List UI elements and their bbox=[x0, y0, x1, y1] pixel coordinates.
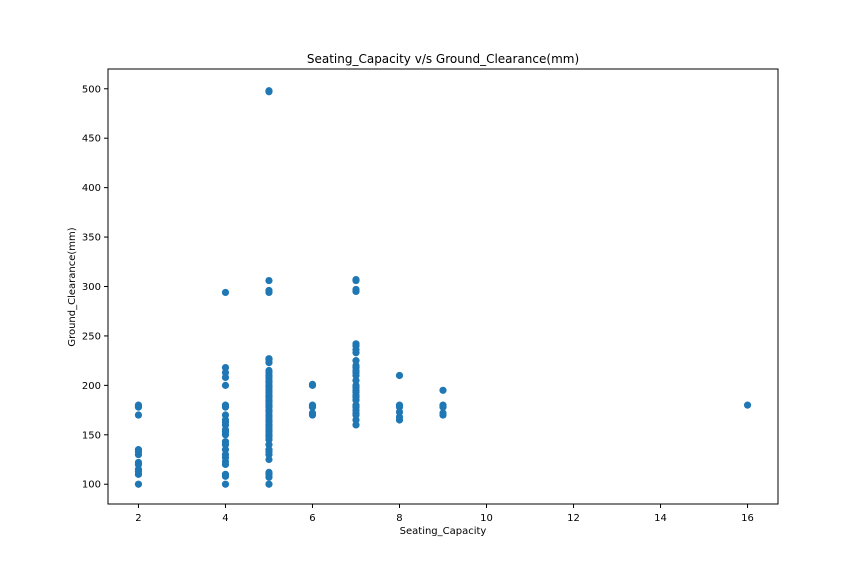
scatter-point bbox=[221, 470, 230, 478]
x-tick-label: 8 bbox=[396, 513, 402, 524]
scatter-point bbox=[439, 401, 447, 409]
scatter-point bbox=[221, 438, 230, 446]
scatter-point bbox=[221, 363, 230, 372]
plot-frame bbox=[107, 68, 779, 505]
scatter-point bbox=[221, 401, 230, 409]
scatter-point bbox=[134, 458, 143, 467]
scatter-point bbox=[308, 409, 317, 417]
x-tick-label: 16 bbox=[741, 513, 754, 524]
scatter-point bbox=[352, 285, 360, 294]
x-axis-label: Seating_Capacity bbox=[400, 526, 487, 537]
y-tick-label: 400 bbox=[82, 183, 101, 194]
scatter-point bbox=[221, 288, 230, 297]
x-tick-label: 12 bbox=[567, 513, 580, 524]
chart-title: Seating_Capacity v/s Ground_Clearance(mm… bbox=[307, 52, 579, 66]
scatter-point bbox=[308, 401, 317, 409]
scatter-point bbox=[221, 480, 230, 488]
scatter-point bbox=[352, 381, 360, 389]
scatter-point bbox=[265, 468, 273, 476]
scatter-point bbox=[221, 373, 230, 382]
y-tick-label: 350 bbox=[82, 233, 101, 244]
scatter-point bbox=[265, 480, 273, 488]
scatter-point bbox=[439, 409, 447, 417]
scatter-point bbox=[221, 426, 230, 434]
scatter-point bbox=[134, 401, 143, 409]
scatter-point bbox=[265, 366, 273, 375]
y-tick-label: 300 bbox=[82, 282, 101, 293]
scatter-point bbox=[439, 386, 447, 394]
scatter-point bbox=[134, 465, 143, 473]
scatter-point bbox=[265, 355, 273, 363]
scatter-point bbox=[265, 87, 273, 95]
scatter-point bbox=[221, 416, 230, 424]
scatter-point bbox=[134, 411, 143, 419]
scatter-point bbox=[352, 416, 360, 424]
x-tick-label: 14 bbox=[654, 513, 667, 524]
scatter-point bbox=[265, 455, 273, 464]
x-tick-label: 10 bbox=[480, 513, 493, 524]
scatter-point bbox=[395, 408, 404, 416]
x-tick-label: 2 bbox=[135, 513, 141, 524]
scatter-point bbox=[134, 480, 143, 488]
scatter-point bbox=[352, 401, 360, 409]
scatter-point bbox=[265, 446, 273, 454]
scatter-point bbox=[395, 413, 404, 421]
scatter-point bbox=[352, 421, 360, 429]
y-tick-label: 250 bbox=[82, 331, 101, 342]
scatter-point bbox=[134, 446, 143, 454]
scatter-point bbox=[221, 446, 230, 454]
y-tick-label: 100 bbox=[82, 480, 101, 491]
scatter-point bbox=[352, 376, 360, 385]
scatter-point bbox=[352, 361, 360, 370]
scatter-point bbox=[352, 357, 360, 365]
scatter-point bbox=[221, 368, 230, 377]
scatter-point bbox=[395, 371, 404, 380]
y-tick-label: 450 bbox=[82, 134, 101, 145]
scatter-point bbox=[265, 276, 273, 285]
x-tick-label: 4 bbox=[222, 513, 228, 524]
scatter-point bbox=[265, 441, 273, 449]
scatter-point bbox=[265, 286, 273, 295]
scatter-point bbox=[221, 381, 230, 389]
scatter-point bbox=[743, 401, 752, 409]
scatter-point bbox=[395, 401, 404, 409]
y-tick-label: 150 bbox=[82, 430, 101, 441]
scatter-point bbox=[221, 450, 230, 459]
scatter-point bbox=[352, 340, 360, 348]
ticks-layer: 2 4 6 8 10 12 14 16 100 150 200 250 300 350 400 450 500 bbox=[82, 84, 754, 524]
y-tick-label: 200 bbox=[82, 381, 101, 392]
y-tick-label: 500 bbox=[82, 84, 101, 95]
scatter-point bbox=[352, 275, 360, 284]
y-axis-label: Ground_Clearance(mm) bbox=[67, 227, 78, 346]
scatter-point bbox=[221, 411, 230, 419]
scatter-point bbox=[308, 380, 317, 388]
points-layer bbox=[134, 87, 752, 488]
x-tick-label: 6 bbox=[309, 513, 315, 524]
